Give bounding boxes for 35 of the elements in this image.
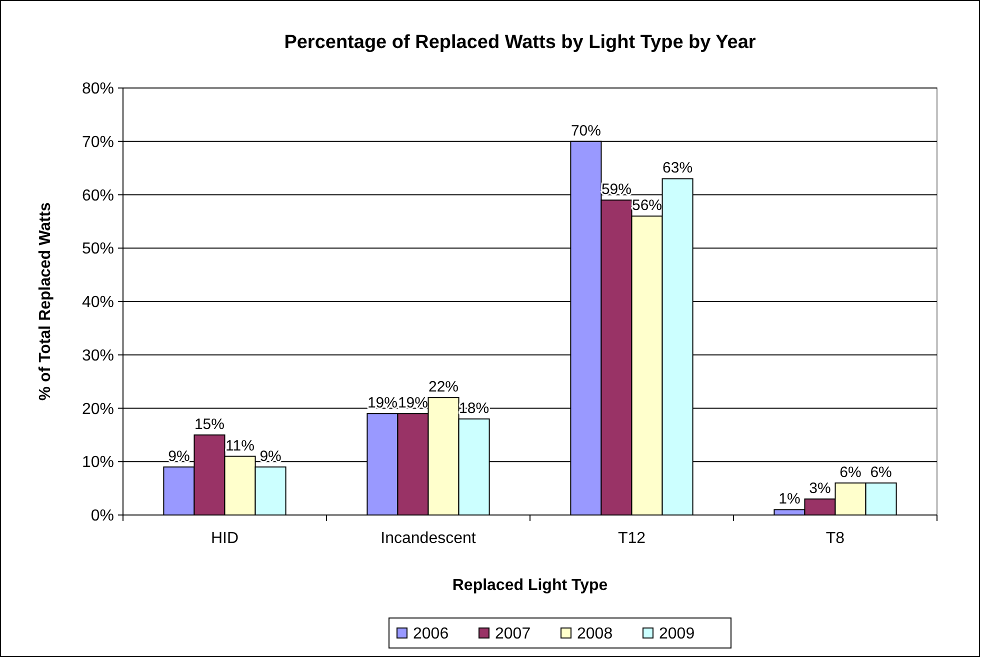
legend-label: 2008 (577, 626, 613, 643)
x-tick-label: Incandescent (380, 530, 476, 547)
data-label: 22% (428, 378, 459, 396)
data-label: 15% (194, 416, 225, 433)
x-tick-label: T8 (826, 530, 845, 547)
data-label: 19% (367, 394, 398, 412)
data-label: 9% (260, 448, 282, 465)
data-label: 56% (632, 197, 662, 214)
y-tick-label: 80% (82, 80, 114, 98)
data-label: 1% (778, 490, 800, 508)
data-label: 59% (601, 181, 632, 198)
x-axis-title: Replaced Light Type (452, 577, 608, 594)
legend-label: 2007 (495, 626, 531, 643)
y-tick-label: 50% (82, 240, 114, 258)
y-tick-label: 40% (82, 294, 114, 312)
data-label: 6% (870, 464, 892, 481)
y-tick-label: 30% (82, 347, 114, 364)
y-axis-title: % of Total Replaced Watts (37, 202, 54, 401)
y-tick-label: 60% (82, 187, 114, 204)
y-tick-label: 70% (82, 134, 114, 151)
y-tick-label: 10% (82, 454, 114, 472)
legend-label: 2009 (659, 626, 695, 643)
data-label: 3% (809, 480, 831, 497)
data-label: 6% (840, 464, 862, 481)
data-label: 9% (168, 448, 190, 465)
data-label: 70% (570, 122, 601, 140)
data-label: 11% (226, 437, 254, 454)
data-label: 19% (398, 394, 428, 412)
legend-label: 2006 (413, 626, 449, 643)
x-tick-label: HID (210, 530, 239, 547)
data-label: 63% (662, 160, 693, 177)
y-tick-label: 20% (82, 400, 114, 418)
x-tick-label: T12 (618, 530, 646, 547)
chart-title: Percentage of Replaced Watts by Light Type by Year (284, 32, 756, 53)
y-tick-label: 0% (90, 508, 114, 525)
